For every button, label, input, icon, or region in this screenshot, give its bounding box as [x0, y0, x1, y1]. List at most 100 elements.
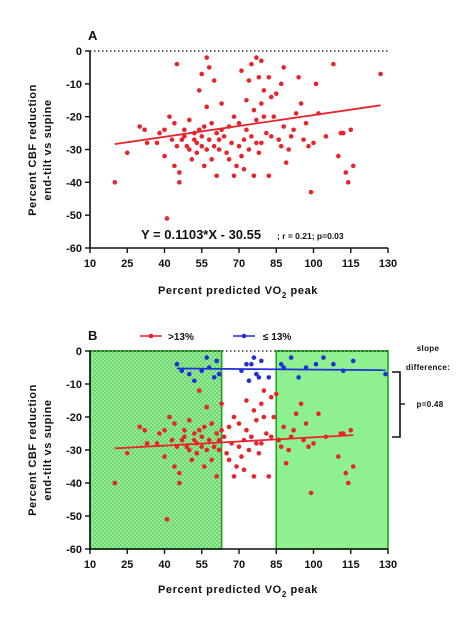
data-point-above: [194, 451, 200, 456]
data-point-above: [341, 431, 346, 436]
data-point-series: [276, 137, 282, 142]
y-tick-label: -50: [66, 511, 82, 523]
data-point-below: [179, 368, 185, 374]
data-point-above: [224, 451, 229, 456]
data-point-series: [209, 120, 214, 126]
data-point-series: [244, 127, 249, 133]
data-point-above: [162, 454, 167, 459]
data-point-series: [281, 124, 287, 129]
data-point-below: [251, 355, 257, 360]
data-point-above: [214, 474, 219, 479]
panel-a-axes: [89, 51, 388, 249]
data-point-series: [256, 150, 262, 156]
data-point-series: [216, 147, 222, 152]
data-point-above: [303, 421, 309, 426]
data-point-series: [298, 101, 304, 106]
data-point-above: [264, 431, 269, 436]
data-point-series: [264, 130, 269, 136]
data-point-series: [286, 147, 291, 152]
data-point-above: [182, 427, 187, 433]
data-point-below: [296, 375, 301, 380]
panel-a-label: A: [88, 28, 98, 43]
data-point-below: [266, 375, 272, 380]
x-tick-label: 115: [342, 258, 360, 270]
data-point-series: [189, 157, 195, 162]
data-point-above: [177, 470, 182, 476]
data-point-series: [281, 65, 287, 70]
annotation-slope: slope: [417, 344, 440, 353]
annotation-p-value: p=0.48: [417, 400, 444, 409]
data-point-series: [278, 143, 284, 149]
data-point-series: [311, 140, 316, 146]
data-point-series: [229, 140, 234, 146]
data-point-series: [261, 88, 267, 93]
data-point-above: [196, 388, 202, 393]
panel-a-ylabel-line2: end-tilt vs supine: [42, 99, 54, 200]
data-point-series: [323, 134, 329, 139]
data-point-series: [157, 130, 162, 136]
data-point-above: [169, 437, 175, 443]
data-point-below: [187, 371, 192, 377]
shaded-region-1-dots: [90, 351, 222, 549]
y-tick-label: -60: [66, 243, 82, 255]
data-point-below: [321, 355, 326, 360]
data-point-above: [241, 467, 247, 473]
data-point-series: [209, 157, 214, 162]
panel-b-label: B: [88, 328, 97, 343]
panel-a-x-ticks: 10 25 40 55 70 85 100 115 130: [84, 248, 397, 270]
data-point-below: [256, 375, 262, 380]
data-point-series: [256, 74, 262, 80]
data-point-series: [249, 134, 254, 139]
data-point-above: [204, 404, 210, 410]
data-point-above: [251, 408, 257, 413]
x-tick-label: 100: [304, 559, 322, 571]
data-point-series: [199, 143, 205, 149]
panel-a-y-ticks: 0 -10 -20 -30 -40 -50 -60: [66, 46, 90, 255]
data-point-series: [169, 137, 175, 142]
data-point-below: [383, 371, 388, 377]
x-tick-label: 100: [304, 258, 322, 270]
annotation-bracket: [392, 371, 401, 438]
data-point-above: [311, 441, 316, 446]
data-point-series: [226, 157, 232, 162]
data-point-above: [350, 464, 356, 469]
data-point-above: [199, 434, 205, 440]
data-point-below: [199, 368, 205, 374]
panel-a-regression: [114, 104, 381, 145]
data-point-above: [157, 431, 162, 436]
shaded-region-2: [276, 351, 388, 549]
data-point-series: [154, 140, 160, 146]
data-point-above: [234, 464, 239, 469]
data-point-above: [244, 427, 249, 433]
data-point-above: [206, 437, 212, 443]
data-point-above: [348, 427, 354, 433]
y-tick-label: -40: [66, 478, 82, 490]
data-point-below: [313, 361, 319, 367]
data-point-above: [162, 427, 167, 433]
panel-b-y-ticks: 0 -10 -20 -30 -40 -50 -60: [66, 346, 90, 556]
data-point-above: [189, 457, 195, 463]
data-point-above: [142, 427, 147, 433]
data-point-series: [378, 71, 383, 77]
data-point-below: [259, 358, 264, 364]
data-point-series: [293, 111, 299, 116]
data-point-above: [278, 444, 284, 450]
data-point-above: [221, 434, 227, 440]
data-point-series: [179, 137, 185, 142]
data-point-series: [306, 143, 311, 149]
regression-line-below: [176, 367, 386, 372]
legend-below-label: ≤ 13%: [263, 332, 291, 343]
x-tick-label: 55: [196, 559, 208, 571]
data-point-below: [246, 378, 252, 384]
data-point-series: [204, 104, 210, 110]
data-point-above: [167, 414, 172, 420]
panel-b-xlabel-sub: 2: [282, 590, 287, 599]
data-point-series: [266, 74, 272, 80]
data-point-series: [261, 114, 267, 119]
data-point-series: [182, 134, 187, 139]
data-point-series: [254, 140, 259, 146]
data-point-above: [244, 398, 249, 403]
data-point-above: [286, 447, 291, 453]
data-point-above: [259, 401, 264, 407]
